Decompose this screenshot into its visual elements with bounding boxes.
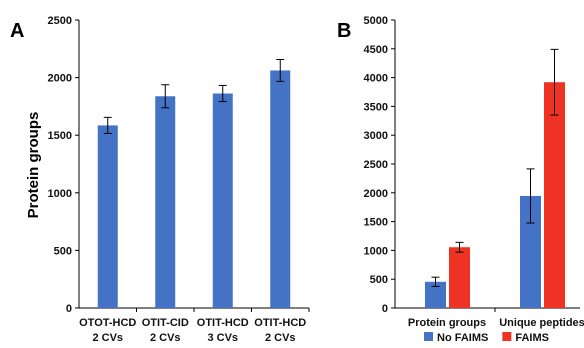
panel-b-bar bbox=[425, 281, 446, 308]
panel-b-y-tick-label: 0 bbox=[382, 303, 388, 315]
panel-b-y-tick-label: 1500 bbox=[364, 217, 388, 229]
panel-b-category-label: Protein groups bbox=[408, 317, 486, 329]
panel-a-category-label: 2 CVs bbox=[150, 332, 181, 344]
panel-b-y-tick-label: 4000 bbox=[364, 73, 388, 85]
panel-a-y-tick-label: 2500 bbox=[48, 15, 72, 27]
panel-a-y-axis-label: Protein groups bbox=[25, 112, 42, 219]
panel-a-category-label: OTIT-HCD bbox=[197, 317, 249, 329]
panel-b-y-tick-label: 2500 bbox=[364, 159, 388, 171]
panel-b-y-tick-label: 3500 bbox=[364, 101, 388, 113]
panel-b-bar bbox=[544, 82, 565, 308]
panel-a-category-label: OTOT-HCD bbox=[79, 317, 136, 329]
panel-a-bar bbox=[212, 93, 233, 309]
panel-b-category-label: Unique peptides bbox=[499, 317, 584, 329]
panel-b-legend-swatch bbox=[424, 332, 433, 341]
panel-b-plot: 0 500 1000 1500 2000 2500 3000 3500 4000 4500 5000… bbox=[364, 15, 584, 344]
panel-b-label: B bbox=[337, 20, 351, 42]
panel-a-y-tick-label: 0 bbox=[66, 303, 72, 315]
panel-a-y-tick-label: 1000 bbox=[48, 188, 72, 200]
panel-a-y-tick-label: 500 bbox=[54, 245, 72, 257]
panel-b-legend-label: No FAIMS bbox=[437, 332, 488, 344]
panel-b-y-tick-label: 500 bbox=[370, 274, 388, 286]
panel-a-label: A bbox=[10, 20, 24, 42]
panel-b-bar bbox=[449, 247, 470, 308]
panel-b-legend-label: FAIMS bbox=[515, 332, 549, 344]
panel-b-y-tick-label: 2000 bbox=[364, 188, 388, 200]
panel-a-category-label: OTIT-CID bbox=[142, 317, 189, 329]
panel-a-plot: 0 500 1000 1500 2000 2500 OTOT-HCD 2 CVs OTIT-CI… bbox=[48, 15, 310, 344]
panel-b-y-tick-label: 3000 bbox=[364, 130, 388, 142]
panel-b-bar bbox=[520, 195, 541, 308]
panel-a-bar bbox=[270, 70, 291, 308]
panel-a-y-tick-label: 1500 bbox=[48, 130, 72, 142]
panel-a-bar bbox=[155, 96, 176, 309]
panel-a-category-label: 3 CVs bbox=[207, 332, 238, 344]
panel-b-legend-swatch bbox=[502, 332, 512, 341]
panel-b-y-tick-label: 4500 bbox=[364, 44, 388, 56]
panel-b-y-tick-label: 5000 bbox=[364, 15, 388, 27]
panel-a-category-label: OTIT-HCD bbox=[254, 317, 306, 329]
panel-a-y-tick-label: 2000 bbox=[48, 73, 72, 85]
panel-a-bar bbox=[97, 125, 118, 309]
panel-b-y-tick-label: 1000 bbox=[364, 245, 388, 257]
panel-a-category-label: 2 CVs bbox=[265, 332, 296, 344]
panel-a-category-label: 2 CVs bbox=[92, 332, 123, 344]
